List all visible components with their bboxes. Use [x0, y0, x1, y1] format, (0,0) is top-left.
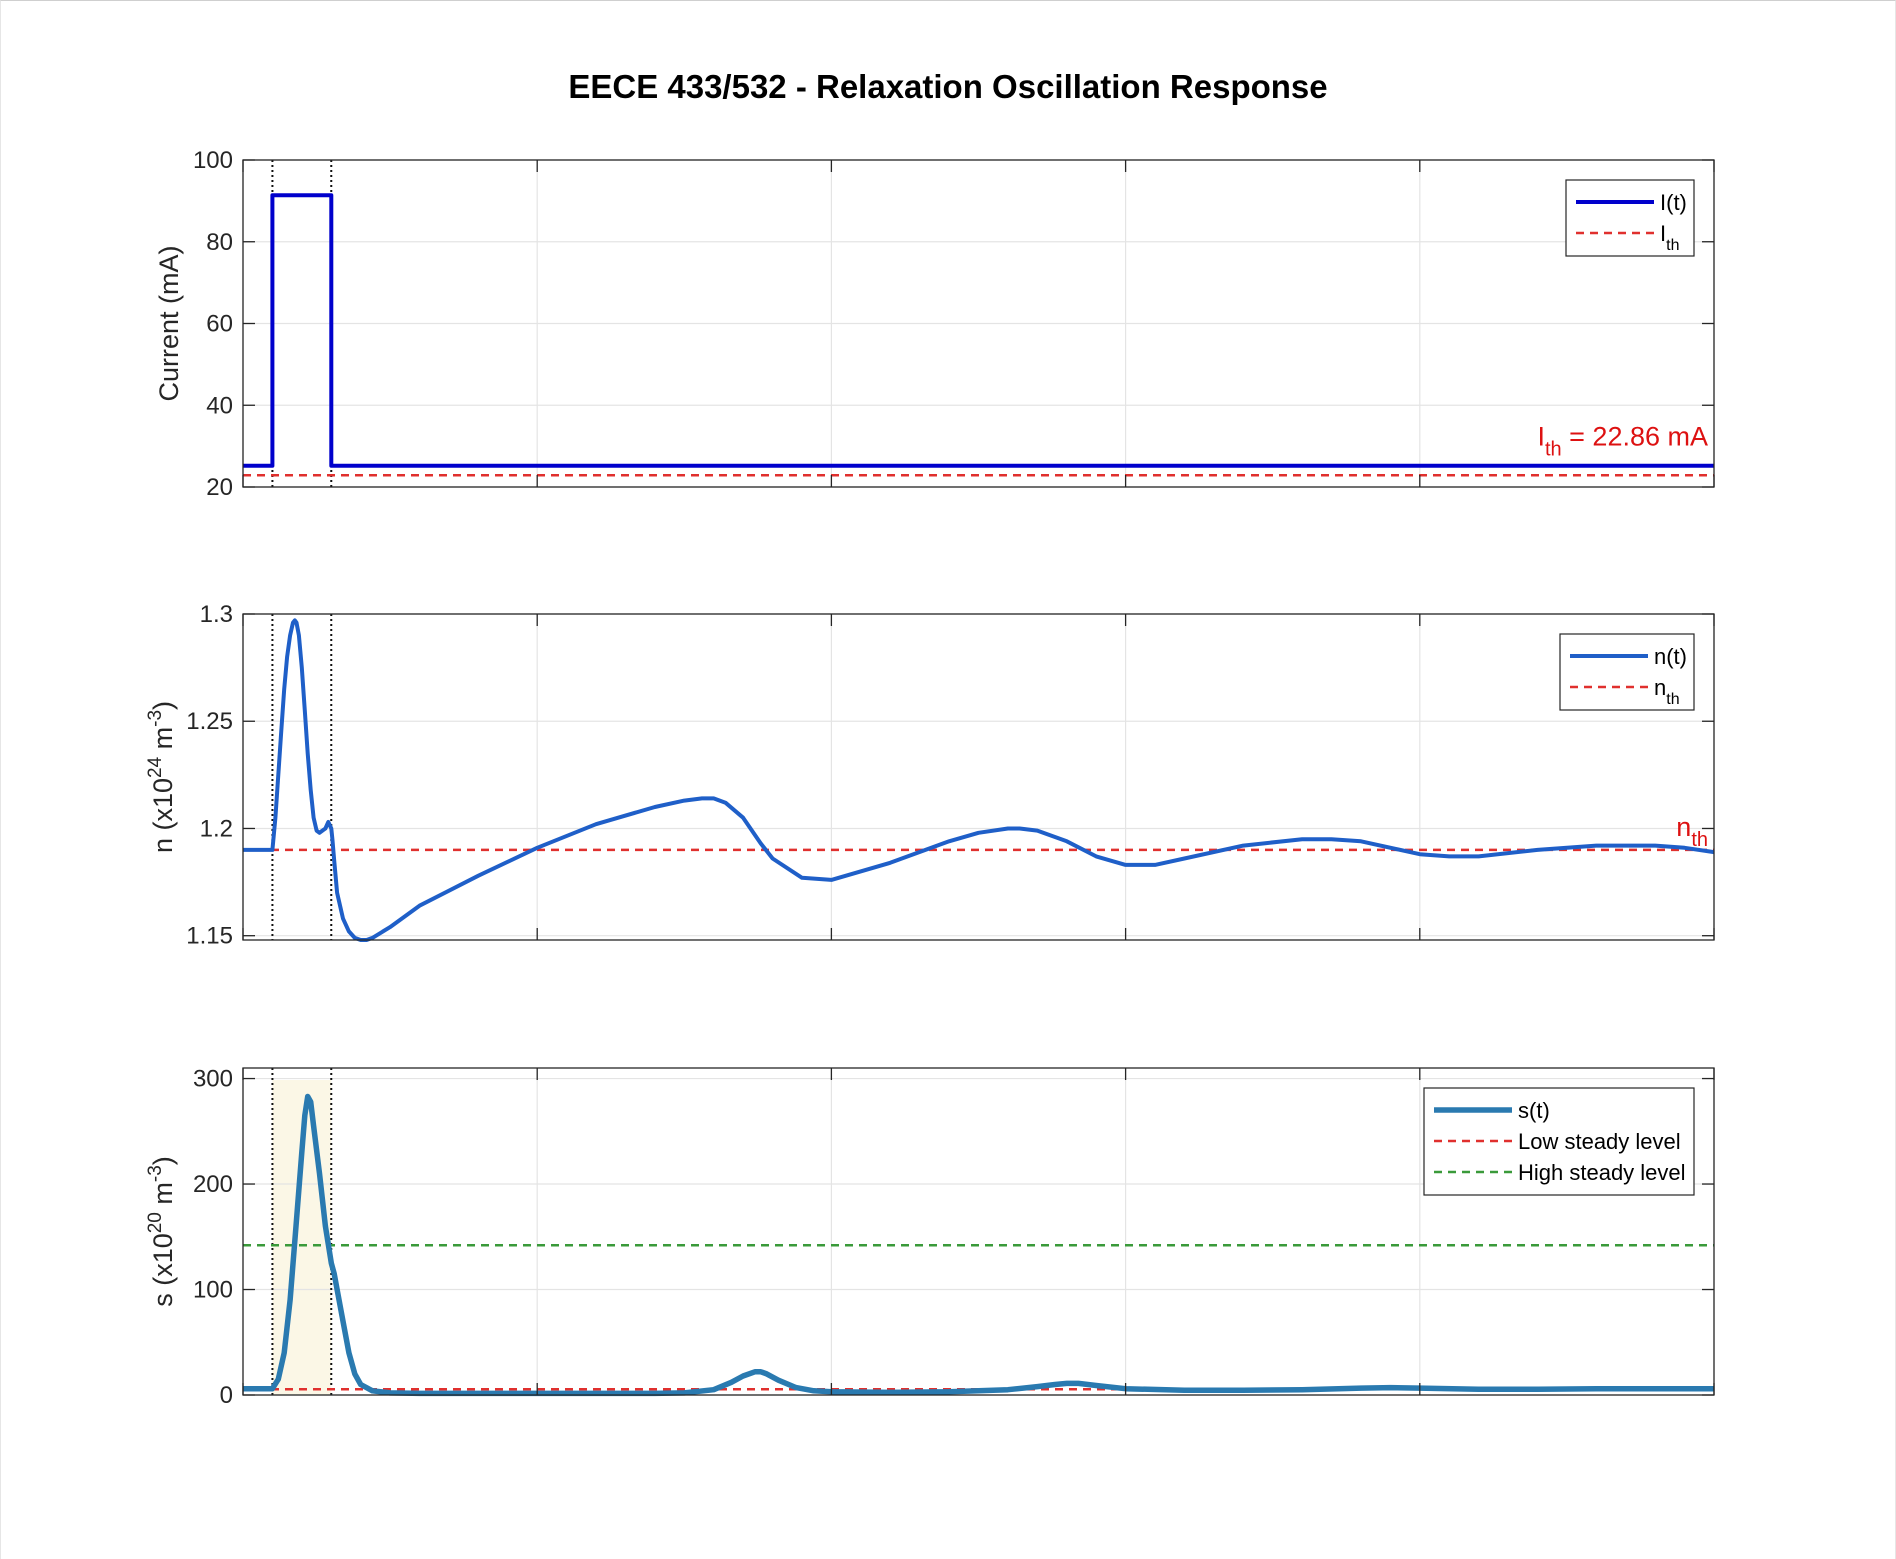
legend-label: I: [1660, 221, 1666, 246]
y-tick-label: 200: [193, 1171, 233, 1198]
legend-box: [1565, 179, 1695, 257]
y-tick-label: 100: [193, 147, 233, 174]
annotation-symbol: I: [1537, 421, 1545, 451]
y-tick-label: 40: [206, 392, 233, 419]
axes-box: [242, 613, 1715, 941]
y-tick-label: 60: [206, 311, 233, 338]
legend-label: n: [1654, 675, 1666, 700]
series-line-1: [243, 618, 1715, 942]
y-label-exponent: 24: [145, 756, 166, 778]
y-label-part: ): [148, 1156, 178, 1165]
legend: s(t) Low steady level High steady level: [1423, 1087, 1695, 1196]
annotation-subscript: th: [1691, 829, 1708, 851]
legend-entry-1: n(t): [1654, 644, 1687, 669]
threshold-annotation: nth: [1676, 812, 1708, 851]
y-label-exponent: -3: [145, 1165, 166, 1182]
legend-label: n(t): [1654, 644, 1687, 669]
annotation-subscript: th: [1545, 438, 1562, 460]
y-tick-label: 100: [193, 1277, 233, 1304]
legend-label: High steady level: [1518, 1160, 1686, 1185]
y-label-part: m: [148, 1182, 178, 1212]
y-label-part: n (x10: [148, 778, 178, 853]
threshold-annotation: Ith = 22.86 mA: [1537, 421, 1708, 460]
annotation-symbol: n: [1676, 812, 1691, 842]
legend-label: I(t): [1660, 190, 1687, 215]
y-axis-label: s (x1020 m-3): [145, 1156, 178, 1307]
legend: n(t) nth: [1559, 633, 1695, 711]
legend-label: s(t): [1518, 1098, 1550, 1123]
series-line-1: [243, 1093, 1714, 1397]
y-label-exponent: 20: [145, 1212, 166, 1233]
legend: I(t) Ith: [1565, 179, 1695, 257]
y-tick-label: 0: [220, 1382, 233, 1409]
y-tick-label: 300: [193, 1066, 233, 1093]
y-label-part: ): [148, 701, 178, 710]
axes-panel-3: 0 100 200 300 s (x1020 m-3) s(t) Low steady le…: [145, 1066, 1715, 1409]
y-label-exponent: -3: [145, 710, 166, 727]
y-tick-label: 80: [206, 229, 233, 256]
y-tick-label: 1.25: [186, 708, 233, 735]
series-line-1: [243, 193, 1714, 468]
legend-label: Low steady level: [1518, 1129, 1681, 1154]
legend-entry-1: I(t): [1660, 190, 1687, 215]
axes-box: [242, 1067, 1715, 1396]
legend-entry-3: High steady level: [1518, 1160, 1686, 1185]
annotation-value: = 22.86 mA: [1562, 421, 1708, 451]
legend-label-subscript: th: [1666, 691, 1679, 708]
legend-entry-2: Low steady level: [1518, 1129, 1681, 1154]
y-label-part: s (x10: [148, 1233, 178, 1307]
plot-area: [243, 614, 1714, 940]
y-tick-label: 1.3: [200, 601, 233, 628]
y-tick-label: 1.2: [200, 815, 233, 842]
legend-entry-2: Ith: [1660, 221, 1679, 254]
y-tick-label: 20: [206, 474, 233, 501]
y-label-part: m: [148, 727, 178, 757]
figure-title: EECE 433/532 - Relaxation Oscillation Re…: [568, 68, 1327, 105]
y-axis-label: n (x1024 m-3): [145, 701, 178, 853]
legend-label-subscript: th: [1666, 237, 1679, 254]
y-axis-label: Current (mA): [154, 245, 184, 401]
legend-box: [1559, 633, 1695, 711]
legend-entry-1: s(t): [1518, 1098, 1550, 1123]
legend-entry-2: nth: [1654, 675, 1680, 708]
y-tick-label: 1.15: [186, 923, 233, 950]
